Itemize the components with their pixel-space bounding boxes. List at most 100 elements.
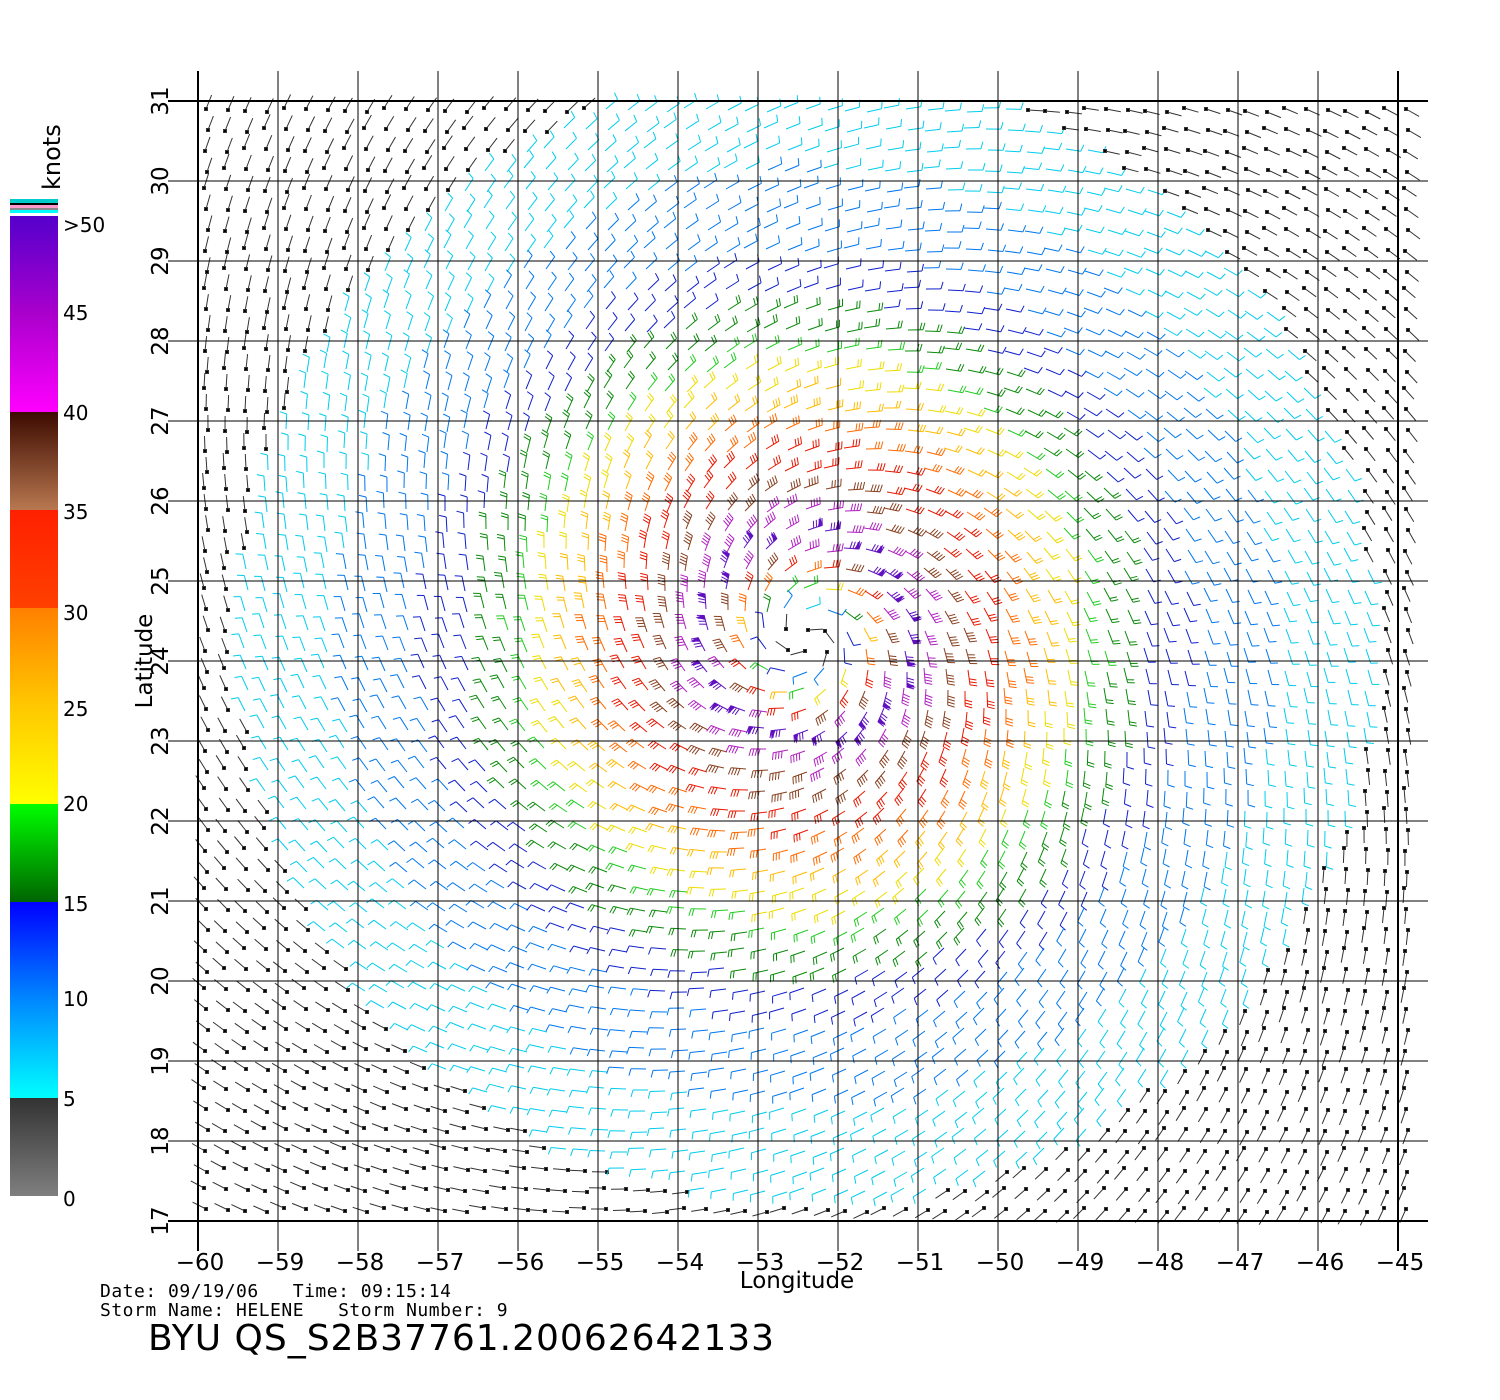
wind-barb bbox=[913, 930, 926, 948]
wind-barb bbox=[584, 153, 597, 172]
wind-barb bbox=[316, 595, 329, 611]
wind-barb bbox=[1067, 165, 1087, 174]
wind-barb bbox=[204, 194, 211, 211]
wind-barb bbox=[1322, 266, 1337, 278]
wind-barb bbox=[1101, 929, 1109, 949]
wind-barb bbox=[1143, 109, 1160, 115]
wind-barb bbox=[1277, 1169, 1287, 1185]
wind-barb bbox=[785, 415, 801, 430]
wind-barb bbox=[1365, 110, 1381, 120]
wind-barb bbox=[1166, 168, 1183, 176]
wind-barb bbox=[644, 392, 655, 412]
wind-barb bbox=[506, 118, 519, 132]
wind-barb bbox=[872, 870, 886, 888]
wind-barb bbox=[1263, 427, 1282, 440]
wind-barb bbox=[382, 432, 390, 451]
wind-barb bbox=[483, 189, 493, 209]
wind-barb bbox=[277, 453, 286, 472]
wind-barb bbox=[583, 473, 592, 493]
wind-barb bbox=[608, 948, 628, 957]
wind-barb bbox=[1184, 127, 1201, 134]
wind-barb bbox=[607, 312, 618, 331]
wind-barb bbox=[605, 453, 613, 473]
wind-barb bbox=[548, 906, 568, 913]
wind-barb bbox=[1284, 670, 1297, 687]
wind-barb bbox=[867, 361, 885, 371]
wind-barb bbox=[670, 949, 689, 957]
wind-barb bbox=[492, 1168, 509, 1174]
wind-barb bbox=[846, 120, 863, 133]
wind-barb bbox=[793, 1129, 809, 1143]
wind-barb bbox=[574, 635, 589, 651]
wind-barb bbox=[289, 737, 306, 752]
wind-barb bbox=[846, 631, 861, 646]
wind-barb bbox=[427, 799, 446, 812]
wind-barb bbox=[1344, 930, 1349, 947]
longitude-tick-label: −58 bbox=[336, 1250, 385, 1276]
wind-barb bbox=[824, 119, 840, 132]
wind-barb bbox=[831, 1168, 847, 1183]
wind-barb bbox=[524, 212, 535, 232]
wind-barb bbox=[1034, 1167, 1048, 1180]
wind-barb bbox=[1104, 750, 1112, 769]
wind-barb bbox=[1124, 730, 1133, 749]
wind-barb bbox=[525, 942, 545, 949]
wind-barb bbox=[934, 910, 946, 929]
latitude-tick-label: 24 bbox=[148, 646, 174, 675]
wind-barb bbox=[719, 549, 730, 569]
wind-barb bbox=[384, 215, 393, 231]
colorbar-label: 5 bbox=[63, 1087, 76, 1111]
wind-barb bbox=[704, 235, 718, 252]
wind-barb bbox=[906, 570, 925, 582]
wind-barb bbox=[1282, 206, 1298, 216]
wind-barb bbox=[903, 381, 922, 390]
wind-barb bbox=[609, 1151, 627, 1160]
wind-barb bbox=[935, 1089, 949, 1106]
wind-barb bbox=[432, 654, 447, 670]
wind-barb bbox=[524, 312, 533, 332]
wind-barb bbox=[1405, 570, 1414, 586]
wind-barb bbox=[1143, 547, 1160, 561]
wind-barb bbox=[545, 922, 565, 929]
colorbar-band bbox=[10, 412, 58, 510]
wind-barb bbox=[272, 897, 286, 910]
wind-barb bbox=[1363, 789, 1367, 807]
wind-barb bbox=[668, 1170, 686, 1180]
wind-barb bbox=[326, 195, 335, 212]
wind-barb bbox=[1326, 551, 1342, 566]
wind-barb bbox=[963, 120, 982, 129]
wind-barb bbox=[421, 433, 430, 453]
wind-barb bbox=[1037, 847, 1046, 867]
wind-barb bbox=[966, 306, 986, 315]
wind-barb bbox=[509, 902, 529, 911]
wind-barb bbox=[372, 1021, 388, 1031]
wind-barb bbox=[472, 678, 488, 693]
wind-barb bbox=[924, 630, 938, 646]
wind-barb bbox=[912, 1188, 927, 1205]
wind-barb bbox=[1324, 430, 1342, 443]
wind-barb bbox=[689, 827, 709, 836]
wind-barb bbox=[311, 1182, 328, 1191]
wind-barb bbox=[1377, 1206, 1386, 1222]
wind-barb bbox=[393, 1065, 409, 1074]
wind-barb bbox=[1244, 510, 1261, 524]
wind-barb bbox=[1204, 107, 1221, 115]
wind-barb bbox=[330, 1205, 347, 1213]
wind-barb bbox=[765, 531, 778, 550]
wind-barb bbox=[1103, 387, 1123, 397]
wind-barb bbox=[752, 1069, 769, 1082]
wind-barb bbox=[887, 443, 906, 452]
wind-barb bbox=[1278, 1127, 1288, 1143]
wind-barb bbox=[1266, 511, 1283, 525]
wind-barb bbox=[927, 303, 946, 311]
wind-barb bbox=[319, 349, 328, 369]
wind-barb bbox=[1402, 286, 1416, 299]
wind-barb bbox=[976, 1049, 989, 1067]
wind-barb bbox=[487, 331, 495, 351]
wind-barb bbox=[1337, 1146, 1346, 1162]
wind-barb bbox=[1285, 428, 1303, 441]
wind-barb bbox=[792, 1171, 808, 1185]
wind-barb bbox=[646, 413, 656, 433]
wind-barb bbox=[726, 336, 740, 353]
wind-barb bbox=[528, 758, 547, 770]
